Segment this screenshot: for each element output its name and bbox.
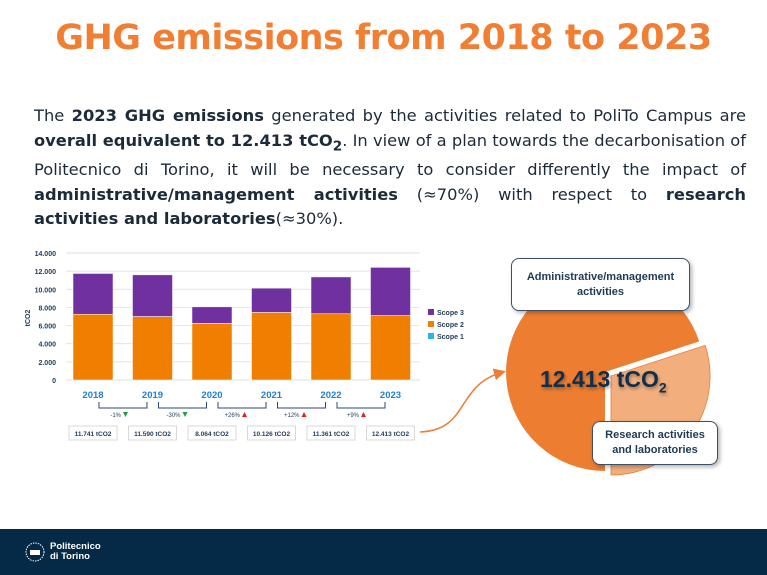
text-bold: research activities and laboratories (34, 184, 746, 229)
legend-label: Scope 1 (437, 334, 464, 341)
total-text: 12.413 tCO (540, 366, 659, 392)
up-arrow-icon (361, 412, 366, 417)
x-tick-label: 2022 (320, 390, 341, 401)
subscript: 2 (658, 379, 667, 396)
y-tick-label: 0 (52, 378, 56, 385)
pie-slice-admin (506, 273, 700, 471)
y-tick-label: 8.000 (38, 305, 56, 312)
text-bold: 2023 GHG emissions (71, 106, 264, 125)
text: generated by the activities related to P… (263, 106, 746, 125)
total-label: 10.126 tCO2 (253, 431, 291, 438)
change-bracket (277, 402, 326, 409)
down-arrow-icon (182, 412, 188, 417)
x-tick-label: 2018 (82, 390, 103, 401)
up-arrow-icon (301, 412, 307, 417)
emissions-bar-chart: 0 2.000 4.000 6.000 8.000 10.000 12.000 14.000 t… (25, 251, 464, 441)
legend-label: Scope 2 (437, 322, 464, 329)
change-label: -30% (166, 413, 181, 419)
total-box (247, 425, 296, 441)
callout-admin: Administrative/management activities (511, 258, 690, 311)
change-bracket (158, 402, 207, 409)
bar-scope-3 (72, 273, 114, 315)
change-label: -1% (110, 413, 121, 419)
callout-research-text: Research activities and laboratories (605, 429, 705, 456)
x-tick-label: 2020 (201, 390, 222, 401)
total-label: 11.741 tCO2 (75, 431, 112, 438)
change-bracket (336, 402, 386, 409)
bar-scope-3 (132, 274, 173, 317)
pie-total-label: 12.413 tCO2 (540, 366, 667, 396)
bar-scope-3 (310, 276, 352, 315)
text: (≈30%). (275, 209, 344, 229)
change-bracket (98, 402, 148, 409)
y-tick-label: 12.000 (35, 269, 57, 276)
total-box (306, 425, 356, 441)
total-box (128, 425, 177, 441)
text: (≈70%) with respect to (398, 184, 666, 204)
total-box (68, 425, 118, 441)
legend-label: Scope 3 (437, 310, 464, 317)
bar-scope-3 (191, 306, 233, 324)
summary-paragraph: The 2023 GHG emissions generated by the … (34, 104, 746, 232)
bar-scope-3 (251, 287, 292, 313)
change-label: +12% (284, 413, 300, 419)
text-bold: administrative/management activities (34, 184, 398, 204)
bar-scope-2 (251, 312, 292, 381)
callout-research: Research activities and laboratories (592, 421, 718, 465)
bar-scope-2 (370, 315, 411, 381)
x-tick-label: 2019 (142, 390, 163, 401)
bar-scope-3 (370, 267, 411, 316)
legend-swatch (428, 333, 434, 339)
university-seal-icon (25, 542, 45, 562)
text: overall equivalent to 12.413 tCO (34, 130, 333, 150)
subscript: 2 (332, 137, 343, 154)
bar-scope-2 (132, 316, 173, 381)
total-box (187, 425, 237, 441)
text-bold: overall equivalent to 12.413 tCO2 (34, 130, 342, 154)
y-tick-label: 4.000 (38, 342, 56, 349)
logo-line1: Politecnico (50, 541, 101, 552)
total-label: 12.413 tCO2 (372, 431, 410, 438)
total-label: 11.590 tCO2 (134, 431, 171, 438)
logo-line2: di Torino (50, 551, 90, 562)
total-label: 8.064 tCO2 (195, 431, 229, 438)
connector-arrow (419, 368, 506, 433)
change-label: +26% (224, 413, 240, 419)
page-title: GHG emissions from 2018 to 2023 (55, 18, 712, 58)
politecnico-logo: Politecnico di Torino (24, 541, 101, 563)
change-label: +9% (347, 413, 360, 419)
x-tick-label: 2021 (261, 390, 283, 401)
total-label: 11.361 tCO2 (313, 431, 350, 438)
legend-swatch (428, 309, 434, 315)
footer-bar: Politecnico di Torino (0, 529, 767, 575)
legend-swatch (428, 321, 434, 327)
down-arrow-icon (123, 412, 128, 417)
text: The (34, 106, 72, 125)
x-tick-label: 2023 (380, 390, 401, 401)
y-tick-label: 2.000 (38, 360, 56, 367)
text: . In view of a plan towards the decarbon… (34, 130, 746, 180)
up-arrow-icon (242, 412, 247, 417)
total-box (366, 425, 415, 441)
callout-admin-text: Administrative/management activities (526, 270, 675, 298)
y-axis-label: tCO2 (25, 310, 32, 327)
change-bracket (217, 402, 267, 409)
y-tick-label: 6.000 (38, 324, 56, 331)
y-tick-label: 10.000 (35, 287, 57, 294)
y-tick-label: 14.000 (35, 251, 57, 258)
bar-scope-2 (191, 323, 233, 381)
bar-scope-2 (310, 313, 352, 381)
